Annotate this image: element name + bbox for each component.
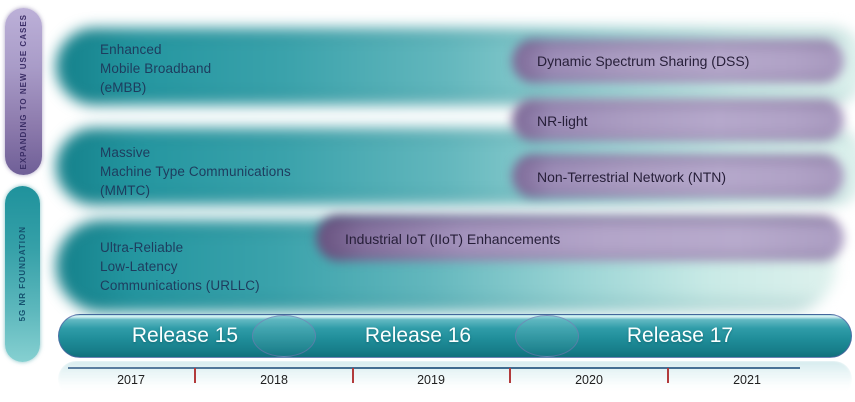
feature-ntn-label: Non-Terrestrial Network (NTN) xyxy=(537,169,727,185)
feature-dss-label: Dynamic Spectrum Sharing (DSS) xyxy=(537,53,750,69)
feature-nr-light-label: NR-light xyxy=(537,113,588,129)
release-15-label: Release 15 xyxy=(131,324,239,347)
track-mmtc-label: Massive Machine Type Communications (MMT… xyxy=(100,145,291,198)
feature-ntn-pill xyxy=(512,154,844,198)
feature-iiot-label: Industrial IoT (IIoT) Enhancements xyxy=(345,231,561,247)
release-16-label: Release 16 xyxy=(364,324,472,347)
year-label-2019: 2019 xyxy=(417,373,445,387)
feature-nr-light-pill xyxy=(512,99,844,141)
timeline-tick-2 xyxy=(352,368,354,383)
release-17-label: Release 17 xyxy=(626,324,734,347)
rail-foundation-pill: 5G NR FOUNDATION xyxy=(5,186,40,362)
year-label-2017: 2017 xyxy=(117,373,145,387)
rail-new-use-cases-label: EXPANDING TO NEW USE CASES xyxy=(19,13,28,170)
timeline-tick-1 xyxy=(194,368,196,383)
release-joint-ellipse-1 xyxy=(252,315,316,357)
release-bar xyxy=(58,314,852,358)
year-label-2020: 2020 xyxy=(575,373,603,387)
track-urllc-label: Ultra-Reliable Low-Latency Communication… xyxy=(100,240,260,293)
year-label-2018: 2018 xyxy=(260,373,288,387)
feature-iiot-pill xyxy=(316,215,844,261)
rail-new-use-cases-pill: EXPANDING TO NEW USE CASES xyxy=(5,8,42,175)
timeline-tick-4 xyxy=(667,368,669,383)
track-embb-label: Enhanced Mobile Broadband (eMBB) xyxy=(100,42,212,95)
year-label-2021: 2021 xyxy=(733,373,761,387)
rail-foundation-label: 5G NR FOUNDATION xyxy=(18,226,27,322)
timeline-tick-3 xyxy=(509,368,511,383)
release-joint-ellipse-2 xyxy=(515,315,579,357)
feature-dss-pill xyxy=(512,39,844,83)
timeline-axis xyxy=(68,367,800,369)
